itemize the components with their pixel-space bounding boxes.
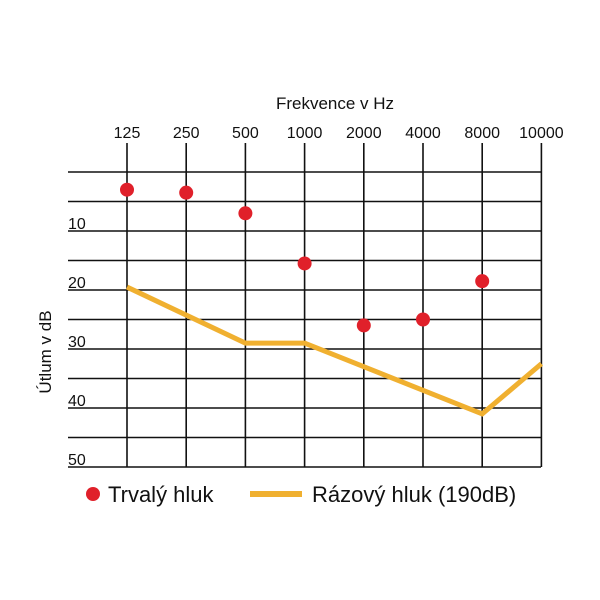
y-axis-title: Útlum v dB bbox=[36, 310, 55, 393]
series-layer bbox=[120, 182, 544, 417]
x-tick-label: 10000 bbox=[519, 125, 564, 142]
x-tick-label: 1000 bbox=[287, 125, 323, 142]
y-tick-label: 20 bbox=[68, 275, 86, 292]
y-tick-label: 50 bbox=[68, 452, 86, 469]
x-tick-label: 4000 bbox=[405, 125, 441, 142]
x-tick-label: 250 bbox=[173, 125, 200, 142]
data-point-trvaly-hluk bbox=[416, 312, 430, 327]
grid bbox=[68, 143, 543, 468]
x-tick-label: 2000 bbox=[346, 125, 382, 142]
y-tick-label: 40 bbox=[68, 393, 86, 410]
x-tick-label: 8000 bbox=[464, 125, 500, 142]
x-tick-label: 125 bbox=[114, 125, 141, 142]
series-line-razovy-hluk bbox=[125, 284, 544, 417]
data-point-trvaly-hluk bbox=[238, 206, 253, 221]
x-tick-labels: 125 250 500 1000 2000 4000 8000 10000 bbox=[114, 125, 564, 142]
data-point-trvaly-hluk bbox=[356, 318, 371, 333]
legend-label-razovy-hluk: Rázový hluk (190dB) bbox=[312, 482, 516, 507]
data-point-trvaly-hluk bbox=[179, 185, 194, 200]
legend-label-trvaly-hluk: Trvalý hluk bbox=[108, 482, 215, 507]
y-tick-label: 30 bbox=[68, 334, 86, 351]
y-tick-labels: 10 20 30 40 50 bbox=[68, 216, 86, 469]
data-point-trvaly-hluk bbox=[475, 274, 490, 289]
x-axis-title: Frekvence v Hz bbox=[276, 94, 394, 113]
data-point-trvaly-hluk bbox=[297, 256, 312, 271]
legend: Trvalý hluk Rázový hluk (190dB) bbox=[86, 482, 516, 507]
legend-marker-trvaly-hluk bbox=[86, 487, 100, 501]
y-tick-label: 10 bbox=[68, 216, 86, 233]
x-tick-label: 500 bbox=[232, 125, 259, 142]
data-point-trvaly-hluk bbox=[120, 182, 134, 197]
